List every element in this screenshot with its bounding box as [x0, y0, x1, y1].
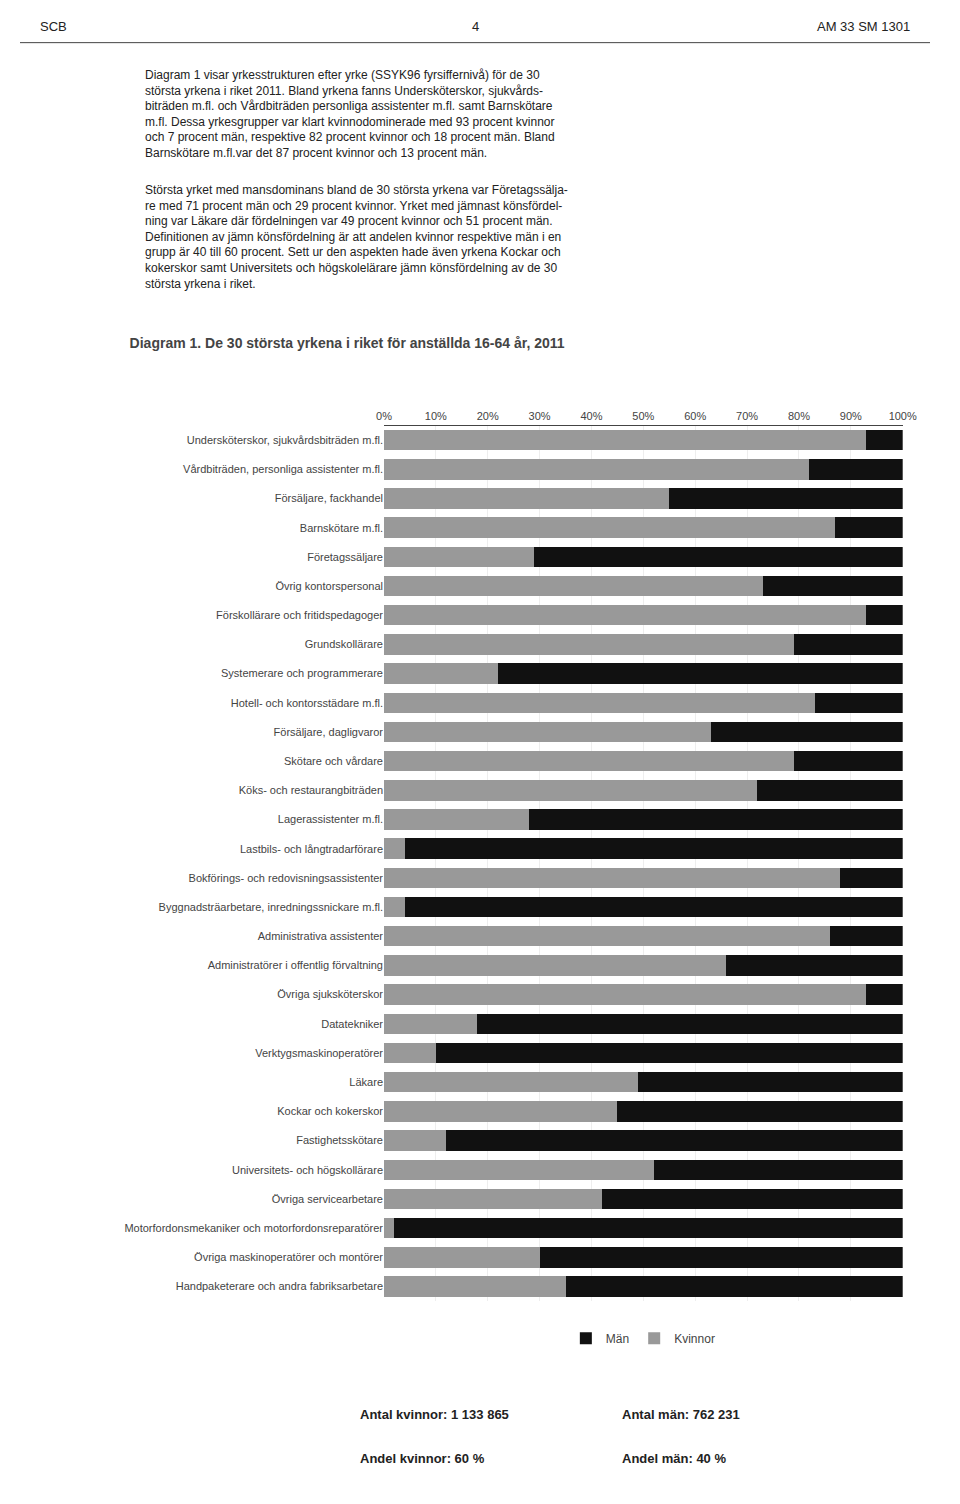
svg-text:4: 4: [472, 19, 479, 34]
svg-text:Försäljare, fackhandel: Försäljare, fackhandel: [275, 492, 383, 504]
svg-text:Antal kvinnor: 1 133 865: Antal kvinnor: 1 133 865: [360, 1407, 509, 1422]
svg-text:Diagram 1. De 30 största yrken: Diagram 1. De 30 största yrkena i riket …: [130, 335, 565, 351]
svg-text:Antal män: 762 231: Antal män: 762 231: [622, 1407, 740, 1422]
svg-text:Försäljare, dagligvaror: Försäljare, dagligvaror: [274, 726, 384, 738]
svg-text:Systemerare och programmerare: Systemerare och programmerare: [221, 667, 383, 679]
svg-text:70%: 70%: [736, 410, 758, 422]
svg-text:0%: 0%: [376, 410, 392, 422]
svg-text:Vårdbiträden, personliga assis: Vårdbiträden, personliga assistenter m.f…: [183, 463, 383, 475]
svg-text:Undersköterskor, sjukvårdsbitr: Undersköterskor, sjukvårdsbiträden m.fl.: [187, 434, 383, 446]
svg-text:60%: 60%: [684, 410, 706, 422]
svg-text:Verktygsmaskinoperatörer: Verktygsmaskinoperatörer: [255, 1047, 383, 1059]
svg-text:100%: 100%: [889, 410, 917, 422]
svg-text:Administratörer i offentlig fö: Administratörer i offentlig förvaltning: [208, 959, 383, 971]
svg-text:Lagerassistenter m.fl.: Lagerassistenter m.fl.: [278, 813, 383, 825]
svg-text:Fastighetsskötare: Fastighetsskötare: [296, 1134, 383, 1146]
svg-text:AM 33 SM 1301: AM 33 SM 1301: [817, 19, 910, 34]
svg-text:10%: 10%: [425, 410, 447, 422]
svg-text:Lastbils- och långtradarförare: Lastbils- och långtradarförare: [240, 843, 383, 855]
svg-text:40%: 40%: [580, 410, 602, 422]
svg-text:30%: 30%: [529, 410, 551, 422]
svg-text:80%: 80%: [788, 410, 810, 422]
svg-text:Andel män: 40 %: Andel män: 40 %: [622, 1451, 726, 1466]
svg-text:Företagssäljare: Företagssäljare: [307, 551, 383, 563]
svg-text:Hotell- och kontorsstädare m.f: Hotell- och kontorsstädare m.fl.: [231, 697, 383, 709]
svg-text:Köks- och restaurangbiträden: Köks- och restaurangbiträden: [239, 784, 383, 796]
svg-text:20%: 20%: [477, 410, 499, 422]
svg-text:Förskollärare och fritidspedag: Förskollärare och fritidspedagoger: [216, 609, 383, 621]
svg-text:Byggnadsträarbetare, inredning: Byggnadsträarbetare, inredningssnickare …: [159, 901, 383, 913]
svg-text:Läkare: Läkare: [349, 1076, 383, 1088]
svg-text:Övriga servicearbetare: Övriga servicearbetare: [272, 1193, 383, 1205]
svg-text:Skötare och vårdare: Skötare och vårdare: [284, 755, 383, 767]
svg-text:Övriga maskinoperatörer och mo: Övriga maskinoperatörer och montörer: [194, 1251, 383, 1263]
svg-text:Största yrket med mansdominans: Största yrket med mansdominans bland de …: [145, 183, 568, 291]
svg-text:Universitets- och högskollärar: Universitets- och högskollärare: [232, 1164, 383, 1176]
svg-text:Handpaketerare och andra fabri: Handpaketerare och andra fabriksarbetare: [176, 1280, 383, 1292]
svg-text:Övrig kontorspersonal: Övrig kontorspersonal: [275, 580, 383, 592]
svg-text:Andel kvinnor: 60 %: Andel kvinnor: 60 %: [360, 1451, 485, 1466]
svg-text:Administrativa assistenter: Administrativa assistenter: [258, 930, 384, 942]
svg-text:Datatekniker: Datatekniker: [321, 1018, 383, 1030]
svg-text:Män: Män: [606, 1332, 629, 1346]
svg-text:50%: 50%: [632, 410, 654, 422]
svg-text:Grundskollärare: Grundskollärare: [305, 638, 383, 650]
svg-text:Kvinnor: Kvinnor: [674, 1332, 715, 1346]
svg-text:Barnskötare m.fl.: Barnskötare m.fl.: [300, 522, 383, 534]
svg-text:90%: 90%: [840, 410, 862, 422]
svg-text:Bokförings- och redovisningsas: Bokförings- och redovisningsassistenter: [189, 872, 384, 884]
svg-text:Övriga sjuksköterskor: Övriga sjuksköterskor: [277, 988, 383, 1000]
svg-text:Motorfordonsmekaniker och moto: Motorfordonsmekaniker och motorfordonsre…: [124, 1222, 383, 1234]
svg-text:SCB: SCB: [40, 19, 67, 34]
svg-text:Diagram 1 visar yrkesstrukture: Diagram 1 visar yrkesstrukturen efter yr…: [145, 68, 555, 160]
svg-text:Kockar och kokerskor: Kockar och kokerskor: [277, 1105, 383, 1117]
